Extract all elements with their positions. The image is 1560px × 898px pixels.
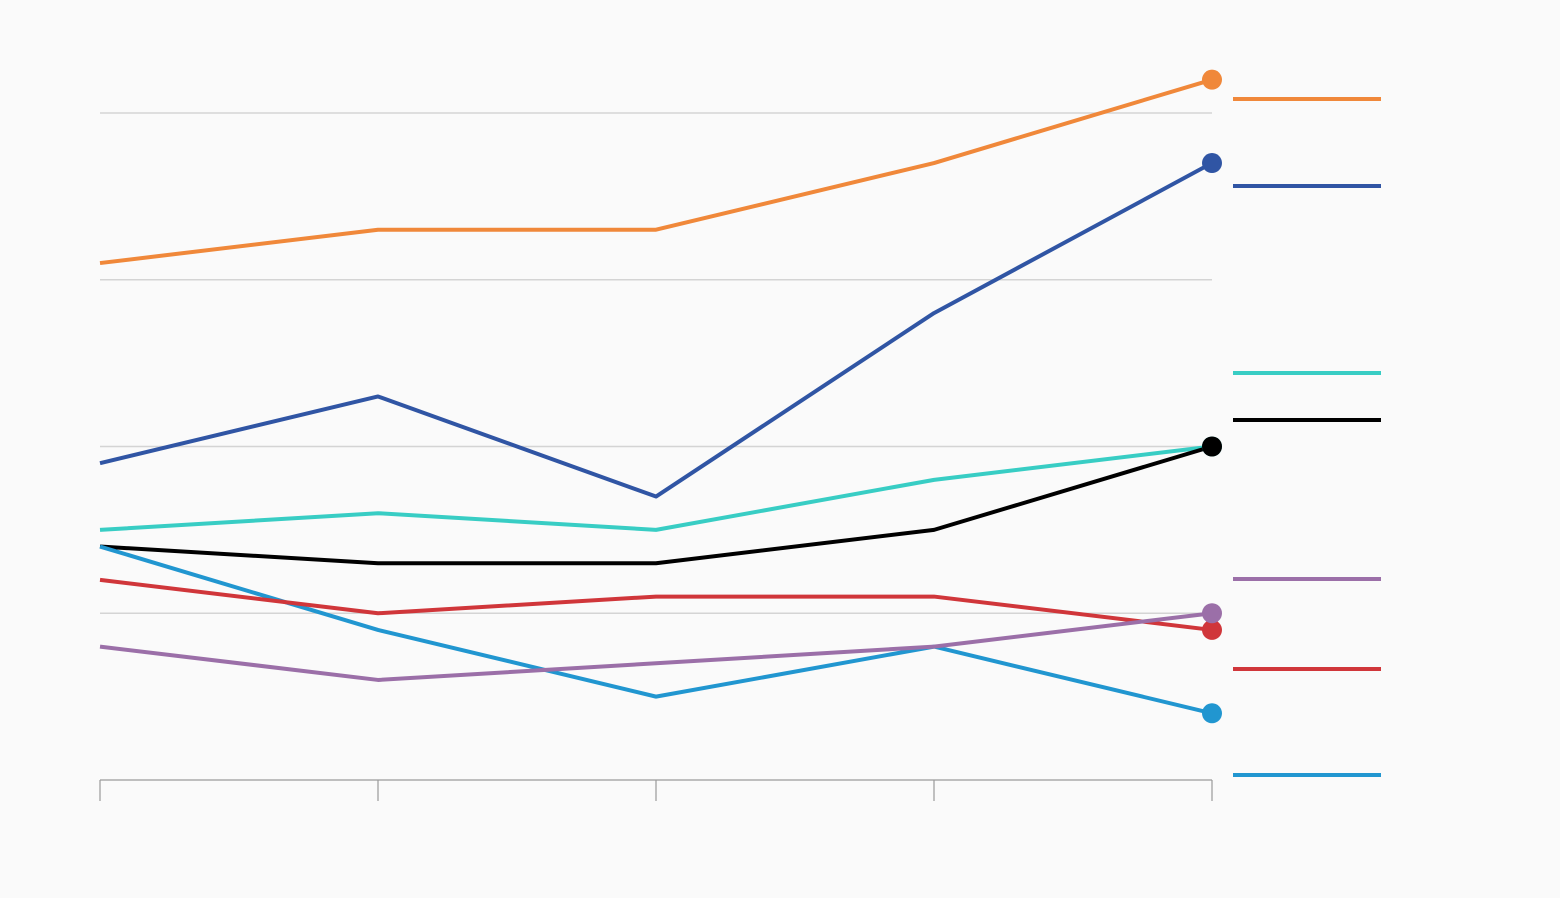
end-marker [1202,619,1222,640]
series-line [99,444,1213,532]
end-marker [1202,603,1222,624]
series-line [99,77,1213,266]
series-line [99,161,1213,499]
series-line [99,544,1213,716]
end-marker [1202,436,1222,457]
end-marker [1202,69,1222,90]
end-marker [1202,703,1222,724]
series-line [99,577,1213,632]
series-line [99,444,1213,566]
series-line [99,611,1213,682]
end-marker [1202,153,1222,174]
